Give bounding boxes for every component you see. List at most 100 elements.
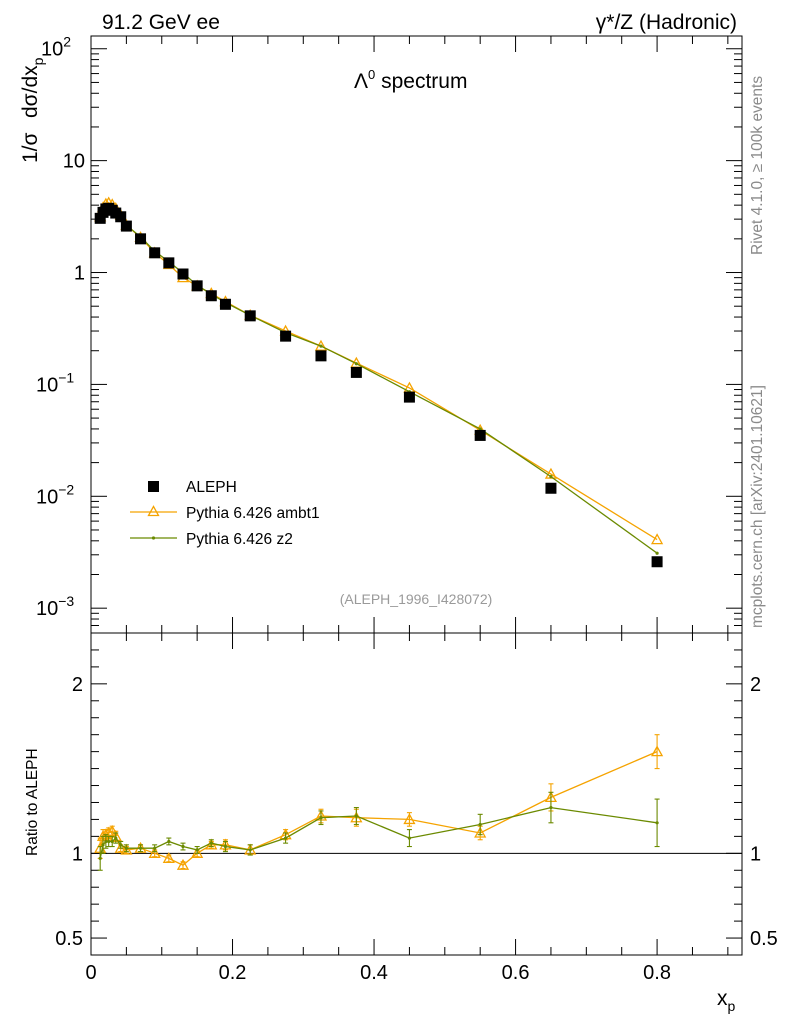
- ratio-z2-point: [354, 814, 358, 818]
- aleph-point: [120, 220, 132, 232]
- ratio-z2-point: [248, 848, 252, 852]
- main-y-tick-label-exp: 2: [63, 34, 71, 50]
- analysis-tag: (ALEPH_1996_I428072): [340, 591, 493, 607]
- aleph-point: [315, 350, 327, 362]
- aleph-point: [135, 233, 147, 245]
- x-axis-label-sub: p: [728, 998, 736, 1014]
- legend-label-ambt1: Pythia 6.426 ambt1: [186, 505, 320, 522]
- ratio-z2-point: [319, 816, 323, 820]
- x-axis-label-base: x: [717, 987, 728, 1010]
- ratio-ambt1-point: [120, 843, 133, 855]
- main-series: [94, 196, 664, 568]
- main-y-tick-label: 10−3: [36, 593, 74, 620]
- z2-point: [478, 427, 482, 431]
- z2-point: [549, 474, 553, 479]
- x-axis-label: xp: [717, 987, 736, 1014]
- ratio-z2-point: [153, 846, 157, 850]
- ratio-line-z2: [99, 806, 658, 859]
- main-y-axis-label-deriv-sub: p: [30, 57, 46, 65]
- ratio-y-tick-label-right: 1: [750, 843, 761, 865]
- ratio-y-tick-label: 1: [72, 843, 83, 865]
- ratio-z2-point: [283, 836, 288, 840]
- ratio-z2-point: [138, 846, 143, 850]
- main-y-tick-label: 10−2: [36, 481, 74, 508]
- x-tick-label: 0: [85, 962, 96, 984]
- x-axes: 0 0.2 0.4 0.6 0.8: [85, 36, 729, 984]
- aleph-point: [244, 310, 256, 322]
- x-tick-label: 0.8: [643, 962, 671, 984]
- ratio-z2-point: [110, 839, 114, 844]
- ratio-z2-point: [478, 822, 482, 827]
- aleph-point: [191, 280, 203, 292]
- energy-label: 91.2 GeV ee: [102, 11, 220, 34]
- main-y-tick-label-base: 1: [74, 263, 85, 285]
- legend: ALEPH Pythia 6.426 ambt1 Pythia 6.426 z2: [130, 479, 320, 548]
- ratio-z2-point: [119, 843, 123, 847]
- ratio-y-tick-label-right: 0.5: [750, 928, 778, 950]
- ratio-z2-point: [209, 841, 213, 845]
- process-label-rest: (Hadronic): [633, 11, 737, 34]
- ratio-axes: 0.5 0.5 1 1 2 2: [55, 632, 778, 956]
- main-y-tick-label-base: 10: [63, 151, 85, 173]
- ratio-z2-point: [98, 856, 102, 861]
- main-y-tick-label: 10: [63, 151, 85, 173]
- ratio-z2-point: [407, 836, 412, 840]
- main-y-tick-label-exp: −1: [58, 369, 74, 385]
- ratio-ambt1-point: [162, 852, 175, 864]
- main-y-tick-label-base: 10: [41, 39, 63, 61]
- aleph-point: [115, 211, 127, 223]
- plot-title-lambda: Λ: [354, 70, 368, 93]
- main-y-axis-label-deriv-base: dσ/dx: [19, 65, 42, 118]
- ratio-z2-point: [124, 846, 128, 850]
- ratio-line-ambt1: [99, 751, 658, 866]
- z2-point: [655, 551, 659, 555]
- main-y-axis-label-deriv: dσ/dxp: [19, 57, 46, 118]
- aleph-point: [205, 290, 217, 302]
- aleph-point: [350, 366, 362, 378]
- ratio-z2-point: [167, 839, 171, 844]
- ratio-z2-point: [549, 805, 553, 810]
- plot-title-rest: spectrum: [375, 70, 467, 93]
- main-y-tick-label-exp: −2: [58, 481, 74, 497]
- process-label-boson: γ*/Z: [596, 11, 634, 34]
- aleph-point: [219, 298, 231, 310]
- legend-marker-z2: [151, 536, 156, 540]
- ratio-series: [94, 734, 664, 871]
- main-y-axis-label: 1/σ dσ/dxp: [19, 57, 46, 163]
- ratio-y-tick-label: 0.5: [55, 928, 83, 950]
- ratio-y-tick-label-right: 2: [750, 674, 761, 696]
- aleph-point: [474, 429, 486, 441]
- z2-point: [354, 362, 358, 366]
- main-y-tick-label-base: 10: [36, 598, 58, 620]
- process-label: γ*/Z (Hadronic): [596, 11, 737, 34]
- ratio-ambt1-point: [403, 813, 416, 825]
- legend-marker-ambt1: [147, 505, 160, 517]
- mcplots-label: mcplots.cern.ch [arXiv:2401.10621]: [749, 385, 766, 628]
- main-y-tick-label-exp: −3: [58, 593, 74, 609]
- main-y-tick-label-base: 10: [36, 374, 58, 396]
- x-tick-label: 0.4: [360, 962, 388, 984]
- aleph-point: [403, 391, 415, 403]
- aleph-point: [163, 257, 175, 269]
- ratio-z2-point: [114, 836, 118, 840]
- ratio-y-tick-label: 2: [72, 674, 83, 696]
- plot-title: Λ0 spectrum: [354, 67, 467, 93]
- legend-label-z2: Pythia 6.426 z2: [186, 531, 293, 548]
- ratio-z2-point: [101, 843, 105, 847]
- ratio-z2-point: [104, 839, 108, 844]
- main-y-tick-label: 10−1: [36, 369, 74, 396]
- ratio-z2-point: [655, 821, 659, 825]
- plot-title-sup: 0: [368, 67, 375, 82]
- legend-label-aleph: ALEPH: [186, 479, 237, 496]
- ratio-z2-point: [195, 848, 199, 852]
- main-y-tick-label: 1: [74, 263, 85, 285]
- rivet-version-label: Rivet 4.1.0, ≥ 100k events: [749, 76, 766, 255]
- series-line-ambt1: [99, 202, 658, 541]
- aleph-point: [651, 556, 663, 568]
- series-line-z2: [99, 204, 658, 554]
- ratio-ambt1-point: [474, 826, 487, 838]
- main-y-tick-label: 102: [41, 34, 71, 61]
- z2-point: [319, 344, 323, 348]
- aleph-point: [177, 268, 189, 280]
